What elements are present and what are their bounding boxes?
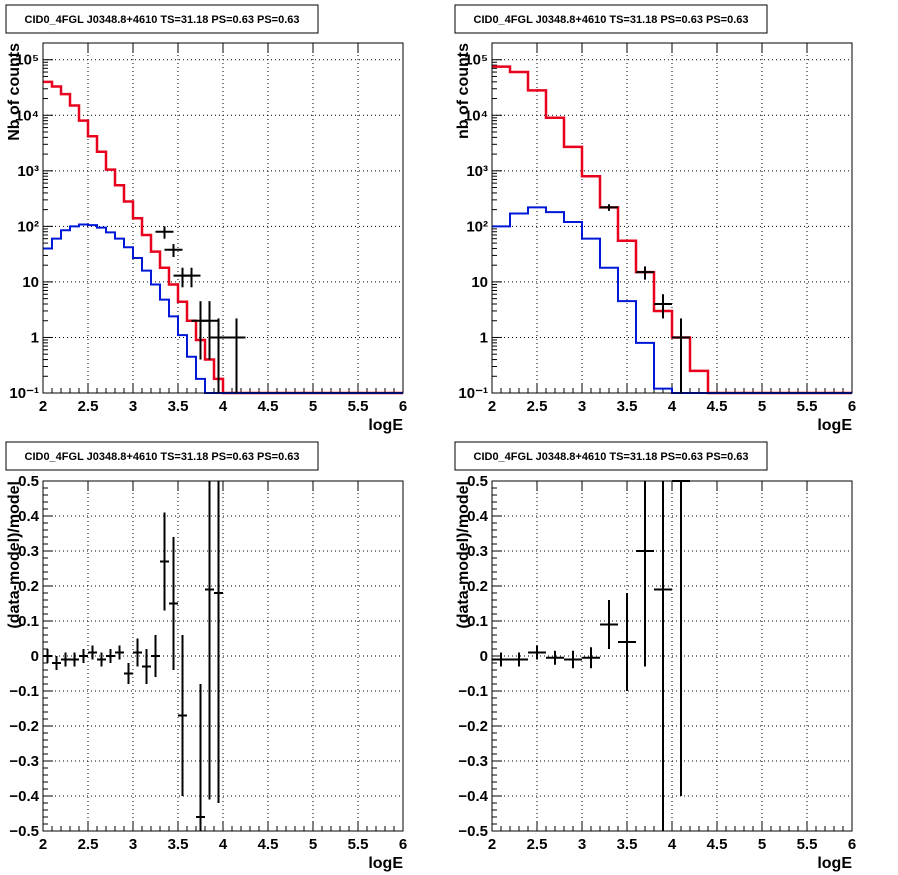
x-tick-label: 2 bbox=[488, 398, 496, 415]
y-tick-label: 10⁵ bbox=[464, 52, 488, 69]
y-tick-label: 0 bbox=[31, 648, 39, 665]
y-tick-label: −0.1 bbox=[458, 683, 488, 700]
x-tick-label: 3 bbox=[129, 398, 137, 415]
y-tick-label: 0.5 bbox=[467, 473, 488, 490]
x-tick-label: 2 bbox=[488, 836, 496, 853]
y-tick-label: −0.5 bbox=[9, 823, 39, 840]
y-tick-label: 1 bbox=[31, 329, 39, 346]
y-tick-label: 0.4 bbox=[18, 508, 40, 525]
x-tick-label: 6 bbox=[848, 398, 856, 415]
y-axis-label: (data-model)/model bbox=[6, 481, 23, 629]
y-tick-label: −0.4 bbox=[9, 788, 39, 805]
x-tick-label: 3.5 bbox=[168, 398, 189, 415]
x-tick-label: 5.5 bbox=[348, 398, 369, 415]
panel-title: CID0_4FGL J0348.8+4610 TS=31.18 PS=0.63 … bbox=[25, 451, 300, 463]
x-tick-label: 4 bbox=[668, 398, 677, 415]
y-tick-label: −0.5 bbox=[458, 823, 488, 840]
y-tick-label: 10³ bbox=[17, 163, 39, 180]
panel-title: CID0_4FGL J0348.8+4610 TS=31.18 PS=0.63 … bbox=[474, 14, 749, 26]
y-tick-label: 10 bbox=[471, 274, 488, 291]
y-tick-label: 0.5 bbox=[18, 473, 39, 490]
y-tick-label: 10⁴ bbox=[15, 107, 39, 124]
panel-title: CID0_4FGL J0348.8+4610 TS=31.18 PS=0.63 … bbox=[25, 14, 300, 26]
x-tick-label: 5 bbox=[309, 398, 317, 415]
panel-4: 2 2.5 3 3.5 4 4.5 5 5.5 6 −0.5 −0.4 −0.3 −0.2 −0.1 0 0.… bbox=[454, 441, 856, 872]
x-axis-label: logE bbox=[817, 417, 852, 434]
x-tick-label: 3 bbox=[578, 836, 586, 853]
y-tick-label: 10⁵ bbox=[15, 52, 39, 69]
title-box bbox=[5, 441, 319, 471]
panel-1: 2 2.5 3 3.5 4 4.5 5 5.5 6 10⁻¹ 1 10 10² 10³ 10⁴ 10⁵ logE… bbox=[5, 4, 407, 434]
title-box bbox=[454, 441, 768, 471]
y-tick-label: 0.1 bbox=[18, 613, 39, 630]
x-tick-label: 5.5 bbox=[348, 836, 369, 853]
plot-frame bbox=[42, 42, 404, 394]
x-tick-label: 2.5 bbox=[78, 398, 99, 415]
plot-frame bbox=[491, 42, 853, 394]
x-axis-label: logE bbox=[368, 417, 403, 434]
plot-frame bbox=[42, 480, 404, 832]
y-tick-label: 1 bbox=[480, 329, 488, 346]
y-tick-label: −0.3 bbox=[458, 753, 488, 770]
x-tick-label: 6 bbox=[399, 398, 407, 415]
x-tick-label: 3.5 bbox=[617, 398, 638, 415]
x-tick-label: 2 bbox=[39, 836, 47, 853]
x-tick-label: 5.5 bbox=[797, 398, 818, 415]
y-tick-label: 10⁻¹ bbox=[458, 385, 488, 402]
y-tick-label: 0.4 bbox=[467, 508, 489, 525]
y-tick-label: 10 bbox=[22, 274, 39, 291]
y-tick-label: 10⁻¹ bbox=[9, 385, 39, 402]
x-tick-label: 3 bbox=[578, 398, 586, 415]
x-tick-label: 4.5 bbox=[258, 398, 279, 415]
x-tick-label: 2.5 bbox=[527, 836, 548, 853]
y-tick-label: 10² bbox=[466, 218, 488, 235]
y-tick-label: −0.4 bbox=[458, 788, 488, 805]
model-total-histogram bbox=[43, 80, 403, 395]
title-box bbox=[5, 4, 319, 34]
x-tick-label: 5 bbox=[758, 398, 766, 415]
x-tick-label: 3.5 bbox=[168, 836, 189, 853]
panel-title: CID0_4FGL J0348.8+4610 TS=31.18 PS=0.63 … bbox=[474, 451, 749, 463]
x-tick-label: 2.5 bbox=[527, 398, 548, 415]
x-axis-label: logE bbox=[368, 855, 403, 872]
x-tick-label: 4.5 bbox=[707, 398, 728, 415]
panel-3: 2 2.5 3 3.5 4 4.5 5 5.5 6 −0.5 −0.4 −0.3 −0.2 −0.1 0 0.… bbox=[5, 441, 407, 872]
x-axis-label: logE bbox=[817, 855, 852, 872]
y-tick-label: −0.3 bbox=[9, 753, 39, 770]
x-tick-label: 4.5 bbox=[707, 836, 728, 853]
x-tick-label: 4 bbox=[668, 836, 677, 853]
x-tick-label: 2.5 bbox=[78, 836, 99, 853]
x-tick-label: 6 bbox=[848, 836, 856, 853]
y-tick-label: 0.3 bbox=[467, 543, 488, 560]
panel-2: 2 2.5 3 3.5 4 4.5 5 5.5 6 10⁻¹ 1 10 10² 10³ 10⁴ 10⁵ logE… bbox=[454, 4, 856, 434]
y-tick-label: 10² bbox=[17, 218, 39, 235]
y-tick-label: 10³ bbox=[466, 163, 488, 180]
y-tick-label: 0.2 bbox=[18, 578, 39, 595]
x-tick-label: 4 bbox=[219, 836, 228, 853]
y-tick-label: 0.2 bbox=[467, 578, 488, 595]
x-tick-label: 5 bbox=[309, 836, 317, 853]
title-box bbox=[454, 4, 768, 34]
x-tick-label: 5.5 bbox=[797, 836, 818, 853]
y-tick-label: −0.2 bbox=[9, 718, 39, 735]
y-tick-label: 0.3 bbox=[18, 543, 39, 560]
x-tick-label: 4 bbox=[219, 398, 228, 415]
y-axis-label: (data-model)/model bbox=[455, 481, 472, 629]
y-tick-label: 0 bbox=[480, 648, 488, 665]
x-tick-label: 5 bbox=[758, 836, 766, 853]
x-tick-label: 3.5 bbox=[617, 836, 638, 853]
x-tick-label: 3 bbox=[129, 836, 137, 853]
y-tick-label: 0.1 bbox=[467, 613, 488, 630]
x-tick-label: 6 bbox=[399, 836, 407, 853]
x-tick-label: 2 bbox=[39, 398, 47, 415]
y-axis-label: nb of counts bbox=[455, 43, 472, 139]
y-tick-label: 10⁴ bbox=[464, 107, 488, 124]
plot-frame bbox=[491, 480, 853, 832]
y-tick-label: −0.1 bbox=[9, 683, 39, 700]
y-axis-label: Nb of counts bbox=[6, 43, 23, 141]
x-tick-label: 4.5 bbox=[258, 836, 279, 853]
y-tick-label: −0.2 bbox=[458, 718, 488, 735]
